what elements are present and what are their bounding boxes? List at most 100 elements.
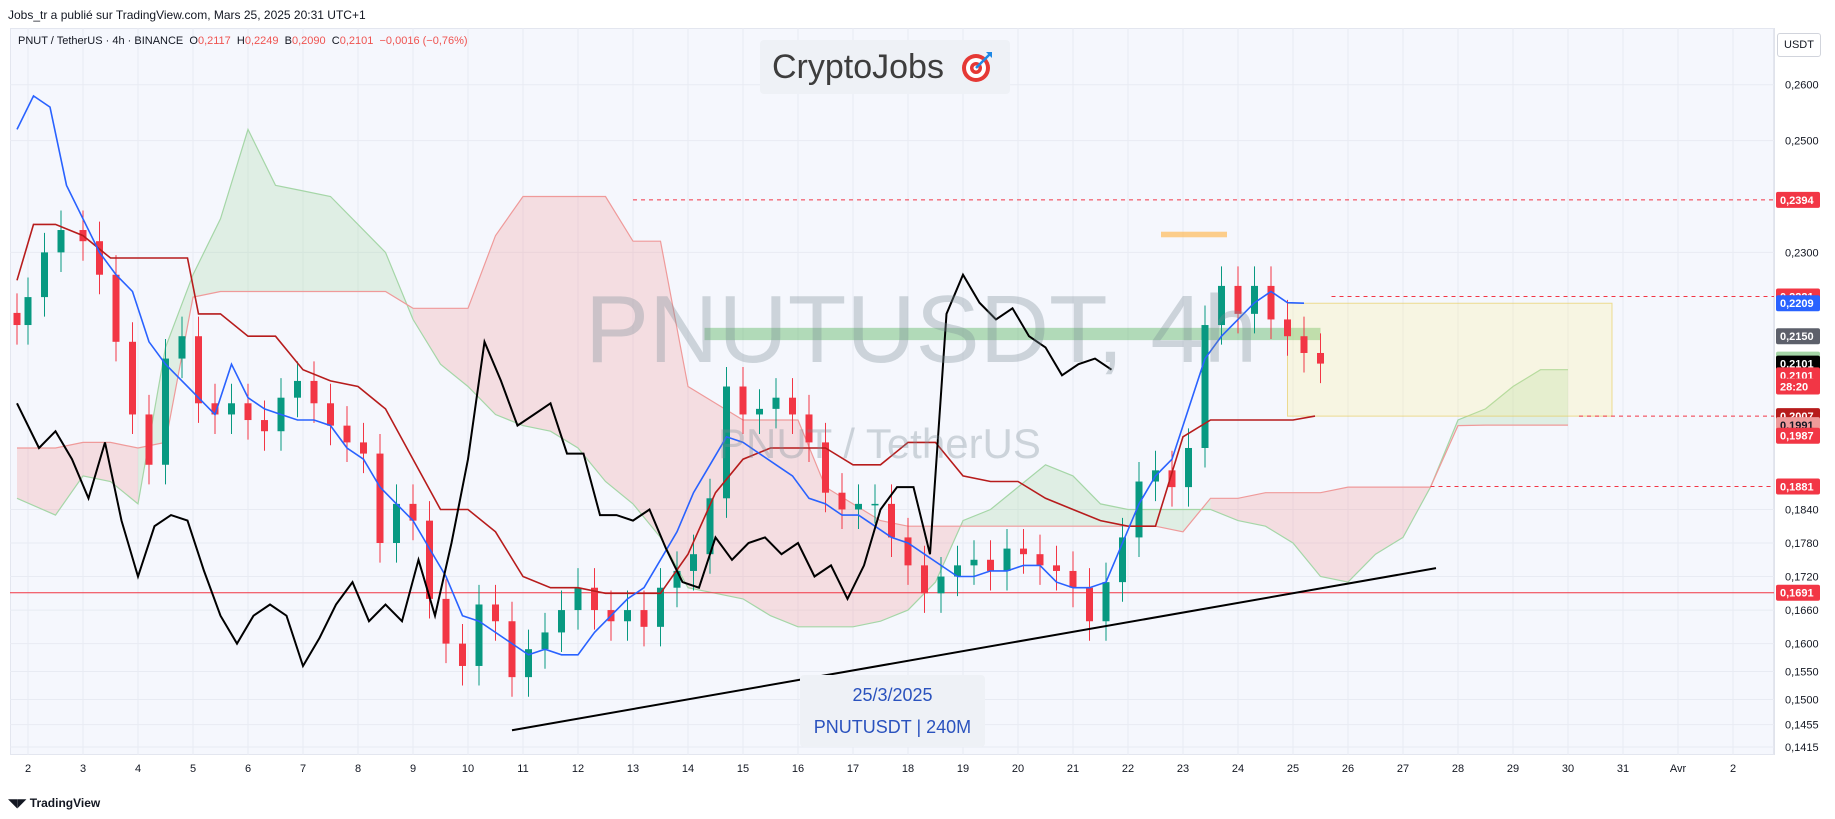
candle-body [723,386,730,499]
candle-body [294,380,301,398]
candle-body [739,386,747,415]
candle-body [855,503,862,510]
cloud-segment [660,241,688,588]
time-axis[interactable] [10,755,1774,783]
time-tick-label: 8 [355,763,361,775]
candle-body [1135,481,1143,538]
candle-body [1201,325,1209,448]
price-tag-label: 0,1881 [1780,482,1814,494]
open-label: O [189,35,198,47]
candle-body [1086,587,1093,622]
candle-body [970,559,978,566]
candle-body [640,610,648,627]
candle-body [360,442,367,454]
time-tick-label: 7 [300,763,306,775]
cloud-segment [880,520,908,622]
candle-body [393,503,400,544]
candle-body [442,598,450,644]
candle-body [1234,285,1242,314]
candle-body [129,341,136,415]
time-tick-label: 25 [1287,763,1299,775]
candle-body [772,397,780,409]
watermark-name: PNUT / TetherUS [718,420,1041,467]
time-tick-label: 3 [80,763,86,775]
candle-body [673,570,681,588]
time-tick-label: 12 [572,763,584,775]
cloud-segment [413,308,441,365]
price-tick-label: 0,1455 [1785,720,1819,732]
time-tick-label: 23 [1177,763,1189,775]
cloud-segment [1513,369,1541,426]
cloud-segment [963,509,991,527]
candle-body [409,503,417,521]
candle-body [1300,336,1308,353]
price-tag [1776,191,1820,208]
candle-body [310,380,318,404]
conversion-line [16,94,1305,656]
cloud-segment [743,420,771,616]
cloud-segment [110,442,138,504]
candle-body [1053,565,1060,571]
tradingview-logo-icon: ◥◤ [8,796,30,810]
candle-body [96,241,103,275]
candle-body [492,604,499,622]
time-tick-label: 15 [737,763,749,775]
cloud-segment [770,420,798,627]
cloud-segment [1210,498,1238,521]
time-tick-label: 4 [135,763,141,775]
candle-body [13,312,21,326]
time-tick-label: 31 [1617,763,1629,775]
candle-body [57,230,65,253]
info-box: 25/3/2025 PNUTUSDT | 240M [800,675,985,747]
base-line [16,223,1316,595]
symbol-legend[interactable]: PNUT / TetherUS · 4h · BINANCE O0,2117 H… [18,35,468,47]
candle-body [1317,352,1324,364]
price-tag [1776,328,1820,345]
candle-body [624,610,631,622]
time-tick-label: 24 [1232,763,1244,775]
candle-body [41,252,48,298]
tradingview-logo: ◥◤ TradingView [8,796,100,810]
cloud-segment [1100,503,1128,527]
logo-box: CryptoJobs [760,40,1010,94]
published-by-text: Jobs_tr a publié sur TradingView.com, Ma… [8,8,366,22]
cloud-segment [605,196,633,504]
price-tick-label: 0,1720 [1785,572,1819,584]
info-date: 25/3/2025 [852,685,933,705]
time-tick-label: 29 [1507,763,1519,775]
candle-body [426,520,433,599]
price-tag [1776,378,1820,395]
candle-body [261,420,268,432]
candle-body [162,358,169,465]
candle-body [888,503,895,538]
candle-body [706,498,714,555]
header-bar: Jobs_tr a publié sur TradingView.com, Ma… [0,0,1835,28]
candle-body [228,403,235,415]
cloud-segment [715,403,743,599]
time-tick-label: 2 [1730,763,1736,775]
cloud-segment [1348,487,1376,583]
candle-body [921,565,928,594]
candle-body [871,503,879,506]
candle-body [822,442,829,493]
candle-body [112,274,120,342]
cloud-segment [523,196,551,432]
close-value: 0,2101 [339,35,374,47]
chart-area[interactable] [10,28,1774,755]
time-tick-label: 19 [957,763,969,775]
candle-body [657,587,664,627]
candle-body [541,632,549,650]
price-tick-label: 0,2500 [1785,136,1819,148]
time-tick-label: 2 [25,763,31,775]
currency-button[interactable]: USDT [1777,33,1821,57]
candle-body [1284,319,1291,337]
time-tick-label: 17 [847,763,859,775]
candle-body [838,492,846,510]
change-value: −0,0016 (−0,76%) [379,35,468,47]
low-value: 0,2090 [291,35,326,47]
candle-body [145,414,153,465]
candle-body [459,643,466,666]
time-tick-label: 30 [1562,763,1574,775]
cloud-segment [1045,464,1073,527]
